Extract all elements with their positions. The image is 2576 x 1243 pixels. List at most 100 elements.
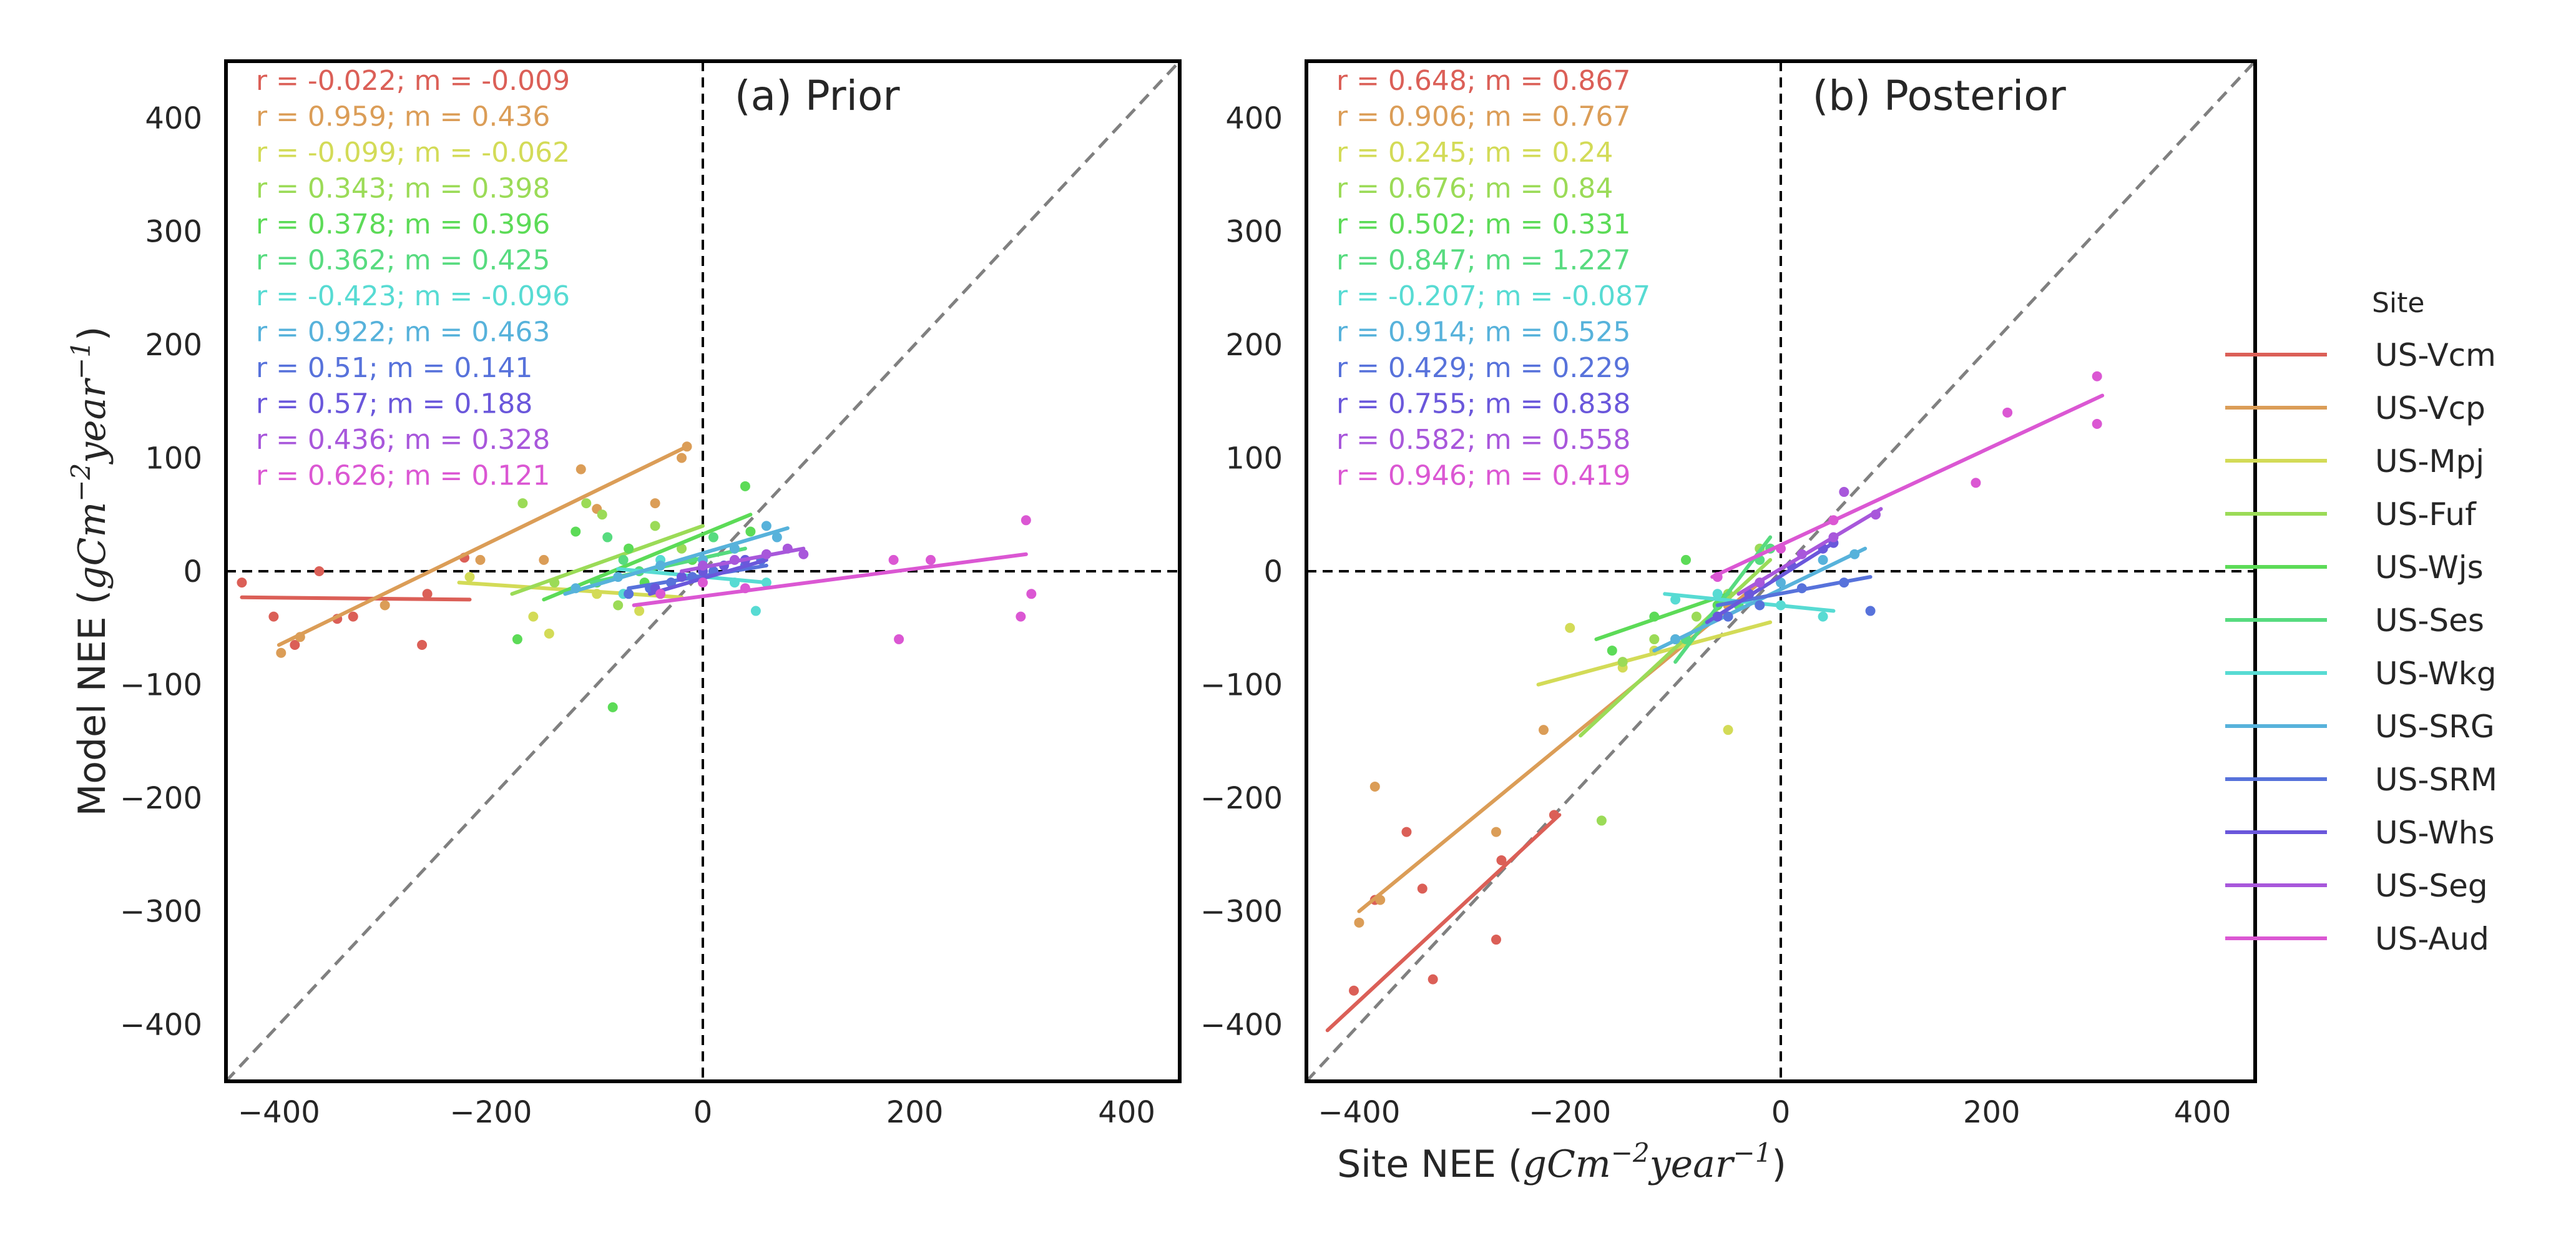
y-tick-label: 400	[1225, 101, 1283, 136]
x-tick-label: −200	[450, 1095, 532, 1130]
data-point	[1565, 622, 1575, 633]
data-point	[888, 554, 899, 565]
stat-label: r = 0.51; m = 0.141	[256, 352, 532, 384]
stat-label: r = 0.362; m = 0.425	[256, 245, 550, 277]
stat-label: r = 0.676; m = 0.84	[1336, 173, 1613, 205]
data-point	[602, 532, 613, 543]
data-point	[1617, 657, 1628, 667]
legend-label: US-SRM	[2375, 762, 2497, 798]
data-point	[290, 640, 300, 651]
fit-line	[627, 563, 768, 591]
data-point	[761, 521, 771, 531]
fit-line	[277, 445, 689, 647]
data-point	[1596, 815, 1607, 826]
x-tick-label: 0	[1771, 1095, 1791, 1130]
data-point	[624, 543, 634, 554]
data-point	[464, 572, 475, 582]
y-tick-label: −300	[120, 895, 202, 930]
fit-line	[1652, 546, 1868, 653]
stat-label: r = 0.429; m = 0.229	[1336, 352, 1630, 384]
legend-label: US-Ses	[2375, 602, 2484, 639]
fit-line	[510, 524, 705, 596]
x-axis-label: Site NEE (gCm−2year−1)	[1337, 1137, 1786, 1186]
fit-line	[1536, 620, 1773, 687]
one-to-one-line	[226, 61, 1180, 1081]
y-tick-label: 300	[1225, 214, 1283, 249]
one-to-one-line	[1306, 61, 2255, 1081]
data-point	[597, 509, 607, 520]
data-point	[1607, 646, 1617, 656]
data-point	[2002, 407, 2013, 418]
data-point	[276, 647, 286, 658]
stat-label: r = 0.648; m = 0.867	[1336, 65, 1630, 97]
fit-line	[240, 595, 472, 602]
legend: Site US-Vcm US-Vcp US-Mpj US-Fuf US-Wjs US-Se…	[2225, 287, 2497, 957]
data-point	[1354, 917, 1364, 928]
y-tick-label: −200	[120, 781, 202, 816]
y-tick-label: 100	[1225, 441, 1283, 476]
data-point	[517, 498, 528, 509]
panel-posterior: 400 300 200 100 0 −100 −200 −300 −400 −400 −200 0 20…	[1200, 59, 2257, 1130]
panel-title: (b) Posterior	[1813, 72, 2067, 120]
x-tick-label: 200	[1963, 1095, 2020, 1130]
stat-label: r = 0.245; m = 0.24	[1336, 137, 1613, 169]
legend-label: US-Wkg	[2375, 656, 2496, 692]
data-point	[798, 549, 809, 559]
data-point	[1818, 554, 1828, 565]
legend-label: US-Wjs	[2375, 549, 2484, 586]
data-point	[1539, 725, 1549, 735]
axes-frame	[1305, 59, 2257, 1083]
legend-label: US-Seg	[2375, 868, 2488, 904]
y-tick-label: 0	[183, 554, 202, 589]
plot-area	[1306, 61, 2255, 1081]
data-point	[417, 640, 428, 651]
data-point	[677, 543, 687, 554]
data-point	[634, 606, 645, 616]
y-tick-label: 300	[145, 214, 202, 249]
data-point	[1491, 935, 1501, 945]
y-tick-label: −400	[1200, 1008, 1283, 1043]
data-point	[314, 566, 325, 576]
data-point	[1865, 606, 1876, 616]
legend-title: Site	[2372, 287, 2424, 319]
data-point	[1755, 600, 1765, 611]
data-point	[740, 481, 750, 491]
legend-label: US-Whs	[2375, 815, 2495, 851]
data-point	[1016, 611, 1026, 622]
stat-label: r = 0.343; m = 0.398	[256, 173, 550, 205]
data-point	[677, 453, 687, 463]
stat-label: r = 0.626; m = 0.121	[256, 460, 550, 492]
data-point	[750, 606, 761, 616]
data-point	[926, 554, 936, 565]
data-point	[894, 634, 904, 644]
fit-line	[1579, 558, 1773, 738]
stat-label: r = 0.436; m = 0.328	[256, 424, 550, 456]
stat-label: r = 0.57; m = 0.188	[256, 388, 532, 420]
data-point	[1971, 478, 1981, 488]
y-tick-label: −400	[120, 1008, 202, 1043]
stat-label: r = -0.207; m = -0.087	[1336, 280, 1650, 312]
stat-label: r = 0.755; m = 0.838	[1336, 388, 1630, 420]
data-point	[1417, 883, 1428, 894]
legend-label: US-Mpj	[2375, 443, 2484, 479]
data-point	[607, 702, 618, 712]
stat-label: r = 0.847; m = 1.227	[1336, 245, 1630, 277]
data-point	[698, 577, 708, 588]
data-point	[655, 589, 666, 599]
data-point	[380, 600, 390, 611]
x-tick-label: 200	[886, 1095, 944, 1130]
legend-label: US-Fuf	[2375, 496, 2477, 533]
data-point	[745, 526, 756, 537]
stat-label: r = 0.582; m = 0.558	[1336, 424, 1630, 456]
data-point	[650, 498, 660, 509]
fit-line	[680, 546, 806, 573]
legend-label: US-Vcm	[2375, 337, 2496, 373]
stat-label: r = 0.906; m = 0.767	[1336, 101, 1630, 133]
data-point	[528, 611, 539, 622]
data-point	[475, 554, 486, 565]
data-point	[575, 464, 586, 474]
y-axis-label: Model NEE (gCm−2year−1)	[66, 327, 114, 817]
data-point	[613, 600, 624, 611]
x-tick-label: −200	[1529, 1095, 1611, 1130]
data-point	[1491, 827, 1501, 837]
